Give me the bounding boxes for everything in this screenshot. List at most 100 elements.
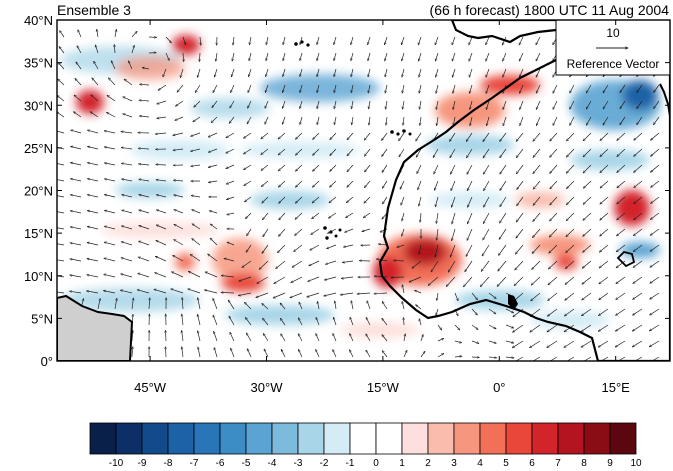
wind-vector: [227, 212, 235, 215]
wind-vector: [598, 308, 609, 316]
wind-vector: [171, 289, 184, 294]
wind-vector: [467, 212, 473, 224]
wind-vector: [247, 116, 252, 124]
wind-vector: [364, 196, 371, 203]
wind-vector: [57, 179, 65, 182]
wind-vector: [431, 260, 439, 272]
wind-vector: [138, 148, 150, 149]
wind-vector: [500, 180, 507, 191]
wind-vector: [317, 68, 320, 77]
wind-vector: [500, 196, 507, 207]
wind-vector: [60, 31, 65, 38]
wind-vector: [229, 116, 235, 123]
wind-vector: [330, 148, 337, 156]
wind-vector: [533, 212, 541, 222]
wind-vector: [471, 308, 477, 315]
wind-vector: [366, 350, 371, 358]
wind-vector: [553, 84, 558, 93]
wind-vector: [452, 52, 456, 61]
wind-vector: [198, 298, 201, 310]
wind-vector: [374, 293, 388, 294]
wind-vector: [651, 196, 660, 204]
wind-vector: [191, 196, 201, 198]
wind-vector: [290, 292, 303, 298]
colorbar-label: -4: [268, 458, 277, 469]
wind-vector: [157, 116, 167, 118]
wind-vector: [70, 179, 82, 182]
wind-vector: [436, 212, 439, 224]
wind-vector: [364, 180, 371, 188]
colorbar-label: 10: [630, 458, 642, 469]
colorbar-label: -3: [294, 458, 303, 469]
wind-vector: [565, 260, 575, 269]
wind-vector: [451, 180, 456, 191]
wind-vector: [420, 335, 423, 342]
colorbar-label: 1: [399, 458, 405, 469]
wind-vector: [154, 289, 167, 294]
wind-vector: [57, 95, 65, 102]
wind-vector: [583, 148, 592, 157]
wind-vector: [330, 132, 337, 140]
wind-vector: [564, 356, 575, 361]
wind-vector: [469, 68, 473, 77]
wind-vector: [281, 349, 286, 358]
wind-vector: [401, 196, 405, 205]
wind-vector: [295, 228, 303, 236]
wind-vector: [486, 68, 490, 77]
wind-vector: [155, 273, 167, 278]
colorbar-swatch: [297, 422, 325, 455]
wind-vector: [649, 340, 660, 347]
wind-vector: [324, 292, 337, 296]
wind-vector: [599, 292, 609, 300]
wind-vector: [294, 244, 303, 252]
wind-vector: [634, 196, 643, 204]
wind-vector: [87, 275, 99, 278]
wind-vector: [436, 308, 439, 315]
wind-vector: [243, 148, 252, 154]
wind-vector: [209, 211, 218, 214]
lat-tick-label: 5°N: [31, 311, 53, 326]
wind-vector: [470, 100, 473, 110]
wind-vector: [382, 148, 388, 157]
wind-vector: [488, 308, 496, 314]
wind-vector: [435, 244, 439, 257]
wind-vector: [529, 356, 541, 361]
wind-vector: [583, 228, 592, 236]
wind-vector: [244, 180, 252, 186]
wind-vector: [633, 308, 643, 315]
wind-vector: [419, 319, 422, 326]
wind-vector: [95, 45, 99, 54]
wind-vector: [505, 308, 514, 313]
lat-tick-label: 0°: [41, 354, 53, 369]
wind-vector: [175, 116, 184, 120]
wind-vector: [382, 351, 388, 358]
colorbar-label: -8: [164, 458, 173, 469]
wind-vector: [633, 276, 643, 284]
wind-vector: [634, 164, 643, 173]
wind-vector: [415, 290, 422, 294]
south-america-land: [57, 294, 134, 361]
wind-vector: [469, 52, 473, 61]
wind-vector: [183, 52, 184, 62]
wind-vector: [533, 196, 541, 205]
wind-vector: [450, 164, 456, 174]
wind-vector: [156, 210, 167, 214]
wind-vector: [244, 164, 252, 170]
wind-vector: [132, 347, 133, 358]
wind-vector: [419, 84, 422, 93]
wind-vector: [208, 148, 218, 152]
wind-vector: [249, 68, 252, 77]
wind-vector: [651, 132, 660, 140]
wind-vector: [516, 228, 524, 238]
lat-tick-label: 40°N: [24, 13, 53, 28]
wind-vector: [583, 196, 592, 204]
wind-vector: [282, 100, 286, 109]
wind-vector: [500, 212, 507, 223]
wind-vector: [208, 164, 218, 167]
wind-vector: [566, 148, 575, 157]
lake-chad: [616, 251, 636, 268]
cape-verde-islands: [323, 226, 342, 240]
wind-vector: [281, 334, 286, 342]
wind-vector: [536, 84, 541, 93]
colorbar-label: -9: [138, 458, 147, 469]
